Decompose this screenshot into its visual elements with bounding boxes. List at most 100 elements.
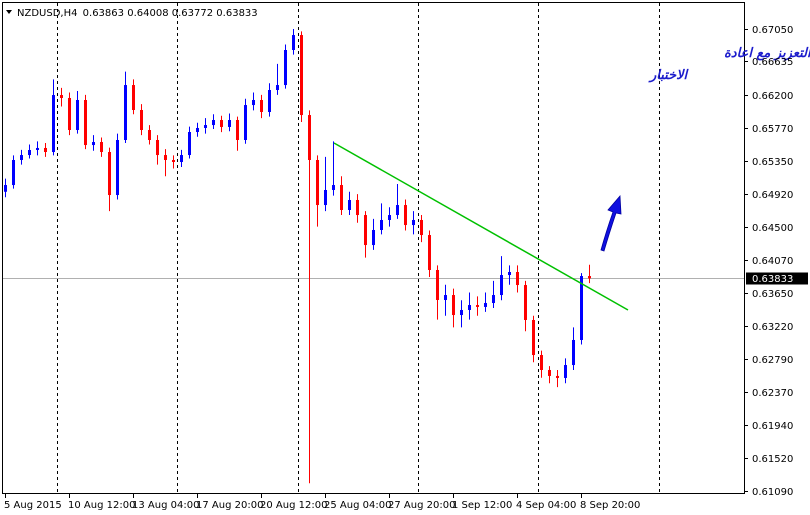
candle-body (308, 115, 311, 160)
candle-body (260, 99, 263, 113)
candle-body (204, 125, 207, 128)
x-tick-label: 8 Sep 20:00 (580, 500, 640, 511)
candle-body (524, 285, 527, 320)
period-separators (57, 3, 660, 493)
x-tick-label: 10 Aug 12:00 (68, 500, 135, 511)
candle-body (396, 205, 399, 216)
candle-body (76, 99, 79, 130)
candle-body (444, 295, 447, 300)
candle-body (188, 132, 191, 156)
candle-body (148, 129, 151, 140)
candle-body (460, 309, 463, 316)
candle-body (476, 305, 479, 307)
candle-body (548, 369, 551, 376)
candle-body (180, 155, 183, 163)
candle-body (404, 205, 407, 226)
candle-body (580, 276, 583, 340)
y-tick-label: 0.64070 (752, 256, 793, 267)
x-tick-label: 27 Aug 20:00 (388, 500, 455, 511)
price-label: 0.63833 (752, 274, 793, 285)
candle-body (132, 85, 135, 110)
candle-body (484, 303, 487, 307)
y-tick-label: 0.63650 (752, 289, 793, 300)
header-open: 0.63863 (83, 8, 124, 19)
candle-body (572, 339, 575, 366)
candle-body (92, 142, 95, 146)
candle-body (412, 219, 415, 226)
arrow-up (600, 194, 622, 252)
candle-body (356, 199, 359, 216)
x-tick-label: 4 Sep 04:00 (516, 500, 576, 511)
candle-body (100, 142, 103, 153)
candle-body (140, 109, 143, 130)
candle-body (436, 269, 439, 300)
candle-body (268, 89, 271, 113)
y-tick-label: 0.64500 (752, 223, 793, 234)
y-tick-label: 0.66200 (752, 91, 793, 102)
candle-body (468, 305, 471, 310)
candle-body (244, 105, 247, 140)
candle-body (340, 185, 343, 210)
candle-body (172, 159, 175, 163)
candle-body (588, 276, 591, 279)
candle-body (388, 215, 391, 220)
x-tick-label: 1 Sep 12:00 (452, 500, 512, 511)
candle-body (332, 185, 335, 190)
y-tick-label: 0.61940 (752, 421, 793, 432)
candle-body (212, 119, 215, 126)
candle-body (500, 275, 503, 296)
candle-body (372, 229, 375, 246)
annotation: الشراء الان و التعزيز مع اعادة (724, 46, 810, 61)
candle-body (364, 215, 367, 246)
candle-body (28, 149, 31, 156)
candle-body (228, 119, 231, 127)
candle-body (540, 355, 543, 370)
candle-body (556, 375, 559, 378)
candle-body (428, 235, 431, 270)
candle-body (532, 319, 535, 356)
candle-body (220, 119, 223, 127)
candle-body (292, 35, 295, 50)
candle-body (124, 85, 127, 140)
candle-body (420, 219, 423, 236)
candle-body (52, 95, 55, 153)
header: NZDUSD,H4 0.63863 0.64008 0.63772 0.6383… (17, 8, 258, 19)
y-tick-label: 0.61520 (752, 454, 793, 465)
candle-body (492, 295, 495, 304)
candle-body (44, 147, 47, 153)
x-tick-label: 25 Aug 04:00 (324, 500, 391, 511)
candle-body (20, 155, 23, 160)
candle-body (12, 159, 15, 186)
plot-frame (2, 2, 745, 494)
candle-body (316, 159, 319, 206)
y-tick-label: 0.65770 (752, 124, 793, 135)
x-tick-label: 17 Aug 20:00 (196, 500, 263, 511)
candle-body (164, 155, 167, 160)
candle-body (108, 152, 111, 196)
y-tick-label: 0.62790 (752, 355, 793, 366)
y-tick-label: 0.65350 (752, 157, 793, 168)
candle-body (236, 119, 239, 140)
y-tick-label: 0.66635 (752, 57, 793, 68)
candle-body (284, 49, 287, 86)
candle-body (116, 139, 119, 196)
candle-body (276, 85, 279, 90)
candle-body (60, 95, 63, 98)
x-tick-label: 20 Aug 12:00 (260, 500, 327, 511)
header-close: 0.63833 (216, 8, 257, 19)
candle-body (564, 365, 567, 378)
header-low: 0.63772 (172, 8, 213, 19)
menu-icon[interactable] (6, 10, 12, 14)
y-tick-label: 0.62370 (752, 388, 793, 399)
x-tick-label: 5 Aug 2015 (4, 500, 62, 511)
y-tick-label: 0.67050 (752, 25, 793, 36)
candle-body (36, 147, 39, 150)
y-tick-label: 0.63220 (752, 322, 793, 333)
candle-body (300, 35, 303, 116)
candle-body (196, 127, 199, 133)
candle-body (452, 295, 455, 316)
candle-body (348, 199, 351, 210)
annotation: الاختبار (648, 68, 690, 83)
